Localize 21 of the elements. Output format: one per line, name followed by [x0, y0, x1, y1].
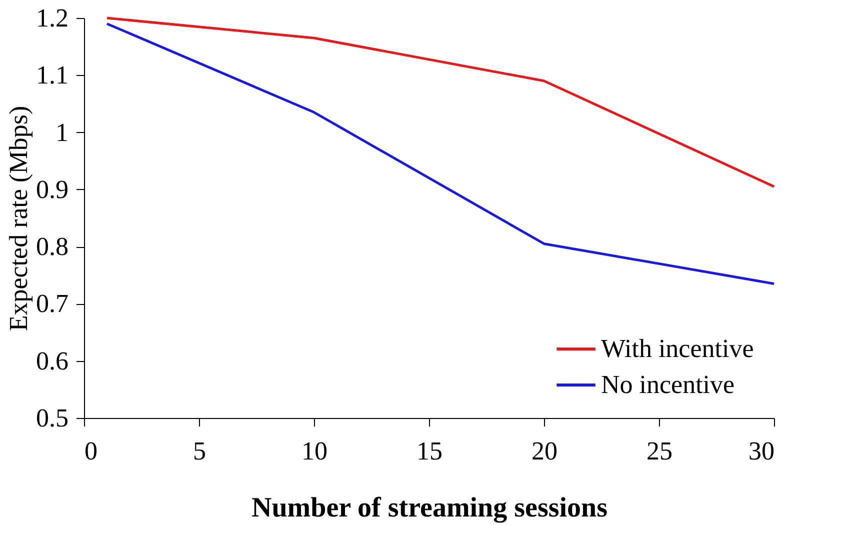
- x-tick-label: 10: [302, 436, 328, 466]
- x-tick-label: 30: [748, 436, 774, 466]
- line-series: [106, 16, 776, 188]
- x-tick-label: 15: [416, 436, 442, 466]
- y-tick-label: 1: [56, 118, 68, 147]
- line-series: [106, 22, 776, 285]
- x-tick-label: 20: [532, 436, 558, 466]
- y-tick-label: 0.6: [36, 346, 68, 376]
- legend-label: No incentive: [601, 370, 735, 399]
- y-axis-title: Expected rate (Mbps): [4, 106, 33, 332]
- y-tick-label: 0.9: [36, 174, 68, 204]
- y-tick-label: 0.8: [36, 232, 68, 262]
- x-tick-label: 0: [84, 436, 98, 466]
- y-tick-label: 0.7: [36, 289, 68, 318]
- legend-label: With incentive: [601, 334, 754, 363]
- y-tick-label: 1.2: [36, 4, 68, 32]
- y-tick-label: 0.5: [36, 404, 68, 432]
- x-tick-label: 25: [646, 436, 672, 466]
- x-tick-label: 5: [193, 436, 206, 466]
- y-tick-label: 1.1: [36, 60, 68, 90]
- x-axis-title: Number of streaming sessions: [252, 492, 608, 524]
